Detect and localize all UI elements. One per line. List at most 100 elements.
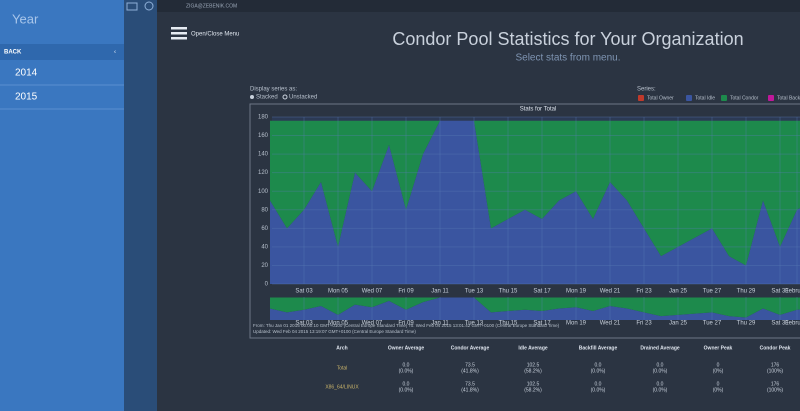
navigator-tick-label: February (785, 321, 800, 327)
legend-label: Total Owner (647, 95, 674, 101)
range-note: From: Thu Jan 01 2015 00:00:10 GMT+0100 … (253, 323, 560, 328)
table-cell: (0.0%) (399, 387, 414, 393)
x-tick-label: Tue 13 (465, 289, 484, 295)
navigator-tick-label: Sat 03 (295, 321, 313, 327)
legend-checkbox[interactable] (721, 95, 727, 101)
navigator-tick-label: Sat 31 (771, 321, 789, 327)
table-header: Condor Average (451, 345, 490, 351)
table-cell: (0.0%) (591, 368, 606, 374)
back-link[interactable]: BACK (4, 50, 22, 56)
radio[interactable] (282, 94, 288, 100)
y-tick-label: 160 (258, 133, 269, 139)
year-item[interactable]: 2014 (15, 68, 38, 79)
table-header: Drained Average (640, 345, 680, 351)
table-cell: 102.5 (527, 362, 540, 368)
y-tick-label: 0 (265, 282, 269, 288)
table-cell: Total (337, 365, 348, 371)
page-subtitle: Select stats from menu. (515, 53, 620, 64)
navigator-tick-label: Sat 17 (533, 321, 551, 327)
monitor-icon[interactable] (126, 2, 138, 11)
x-tick-label: Wed 21 (600, 289, 621, 295)
top-bar (157, 0, 800, 12)
table-header: Owner Average (388, 345, 425, 351)
table-header: Arch (336, 345, 347, 351)
table-cell: 0.0 (657, 381, 664, 387)
x-tick-label: Sat 17 (533, 289, 551, 295)
legend-label: Total Condor (730, 95, 759, 101)
series-label: Series: (637, 87, 656, 93)
settings-icon[interactable] (144, 1, 154, 11)
navigator-tick-label: Fri 23 (636, 321, 652, 327)
table-cell: 176 (771, 362, 780, 368)
x-tick-label: Wed 07 (362, 289, 383, 295)
legend-checkbox[interactable] (768, 95, 774, 101)
navigator-tick-label: Jan 25 (669, 321, 688, 327)
icon-column (124, 0, 157, 411)
y-tick-label: 40 (261, 244, 268, 250)
x-tick-label: Mon 05 (328, 289, 349, 295)
table-cell: 102.5 (527, 381, 540, 387)
updated-note: Updated: Wed Feb 04 2015 13:19:07 GMT+01… (253, 329, 416, 334)
legend-label: Total Idle (695, 95, 715, 101)
x-tick-label: Jan 25 (669, 289, 688, 295)
table-cell: (58.2%) (524, 387, 542, 393)
menu-toggle[interactable]: Open/Close Menu (191, 32, 239, 38)
navigator-tick-label: Tue 13 (465, 321, 484, 327)
table-cell: 0.0 (403, 381, 410, 387)
display-label: Display series as: (250, 87, 297, 93)
y-tick-label: 60 (261, 226, 268, 232)
back-row[interactable] (0, 44, 124, 60)
x-tick-label: Tue 27 (703, 289, 722, 295)
y-tick-label: 120 (258, 170, 269, 176)
legend-checkbox[interactable] (638, 95, 644, 101)
navigator-area (270, 297, 800, 320)
table-cell: 0.0 (595, 381, 602, 387)
chart-frame (249, 103, 800, 339)
navigator-area (270, 297, 800, 318)
sidebar (0, 0, 124, 411)
year-item[interactable]: 2015 (15, 92, 38, 103)
navigator-tick-label: Thu 15 (499, 321, 518, 327)
table-cell: 176 (771, 381, 780, 387)
table-cell: (0.0%) (653, 387, 668, 393)
table-header: Condor Peak (760, 345, 791, 351)
y-tick-label: 80 (261, 207, 268, 213)
display-option[interactable]: Stacked (256, 95, 278, 101)
table-cell: (0.0%) (399, 368, 414, 374)
radio[interactable] (250, 95, 254, 99)
area (270, 120, 800, 284)
navigator-tick-label: Tue 27 (703, 321, 722, 327)
navigator-tick-label: Fri 09 (398, 321, 414, 327)
user-email: ZIGA@ZEBENIK.COM (186, 3, 237, 9)
table-cell: X86_64/LINUX (325, 384, 359, 390)
table-cell: (0.0%) (653, 368, 668, 374)
display-option[interactable]: Unstacked (289, 95, 317, 101)
x-tick-label: Sat 31 (771, 289, 789, 295)
navigator-tick-label: Jan 11 (431, 321, 449, 327)
menu-icon[interactable] (171, 27, 187, 40)
y-tick-label: 20 (261, 263, 268, 269)
y-tick-label: 180 (258, 115, 269, 121)
table-header: Owner Peak (704, 345, 733, 351)
back-arrow: ‹ (114, 50, 116, 56)
table-cell: (0%) (713, 387, 724, 393)
x-tick-label: Fri 23 (636, 289, 652, 295)
navigator-tick-label: Thu 29 (737, 321, 756, 327)
table-cell: (0%) (713, 368, 724, 374)
x-tick-label: Mon 19 (566, 289, 587, 295)
table-cell: 0 (717, 362, 720, 368)
table-header: Backfill Average (579, 345, 618, 351)
x-tick-label: Sat 03 (295, 289, 313, 295)
table-cell: (100%) (767, 368, 783, 374)
x-tick-label: Jan 11 (431, 289, 449, 295)
navigator-tick-label: Mon 05 (328, 321, 349, 327)
table-cell: (58.2%) (524, 368, 542, 374)
x-tick-label: Thu 29 (737, 289, 756, 295)
y-tick-label: 140 (258, 152, 269, 158)
table-cell: (41.8%) (461, 387, 479, 393)
legend-checkbox[interactable] (686, 95, 692, 101)
x-tick-label: Fri 09 (398, 289, 414, 295)
table-cell: (100%) (767, 387, 783, 393)
navigator-tick-label: Mon 19 (566, 321, 587, 327)
